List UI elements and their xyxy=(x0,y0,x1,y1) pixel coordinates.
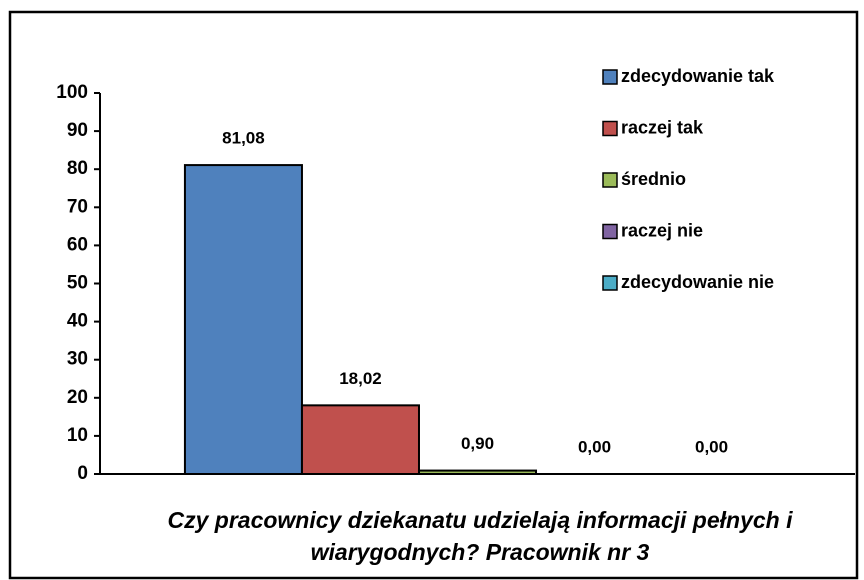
y-tick-label: 0 xyxy=(77,463,88,484)
chart-border xyxy=(8,10,859,580)
y-tick-label: 50 xyxy=(67,273,88,294)
legend-swatch xyxy=(602,275,618,291)
data-label: 81,08 xyxy=(222,129,265,148)
data-label: 0,00 xyxy=(695,437,728,456)
legend-swatch xyxy=(602,69,618,85)
bar xyxy=(300,404,420,476)
y-tick-label: 10 xyxy=(67,425,88,446)
legend-label: średnio xyxy=(621,169,686,189)
y-tick-label: 90 xyxy=(67,120,88,141)
legend-swatch xyxy=(602,223,618,240)
data-label: 18,02 xyxy=(339,369,382,388)
y-tick-label: 60 xyxy=(67,234,88,255)
y-tick-label: 40 xyxy=(67,311,88,332)
legend-label: zdecydowanie tak xyxy=(621,66,775,86)
y-tick-label: 30 xyxy=(67,349,88,370)
y-tick-label: 70 xyxy=(67,196,88,217)
y-tick-label: 20 xyxy=(67,387,88,408)
bar xyxy=(183,164,303,475)
data-label: 0,00 xyxy=(578,437,611,456)
y-tick-label: 80 xyxy=(67,158,88,179)
legend-swatch xyxy=(602,172,618,188)
legend-swatch xyxy=(602,120,618,137)
y-tick-label: 100 xyxy=(56,82,88,103)
data-label: 0,90 xyxy=(461,434,494,453)
legend-label: raczej tak xyxy=(621,117,704,137)
category-label: Czy pracownicy dziekanatu udzielają info… xyxy=(167,507,793,565)
legend-label: zdecydowanie nie xyxy=(621,272,774,292)
legend-label: raczej nie xyxy=(621,220,703,240)
